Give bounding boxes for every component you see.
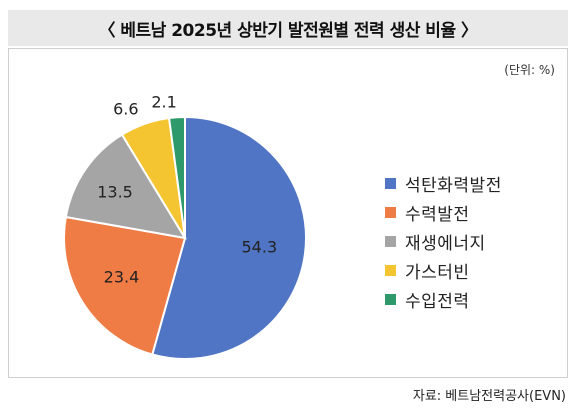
legend-swatch [385,294,396,305]
legend-label: 석탄화력발전 [405,176,502,196]
chart-area: (단위: %) 54.3 23.4 13.5 6.6 2.1 석탄화력발전 수력발전 재… [8,48,568,378]
source-note: 자료: 베트남전력공사(EVN) [412,389,566,404]
legend-item-import: 수입전력 [385,285,502,314]
legend-swatch [385,236,396,247]
data-label: 13.5 [97,182,133,201]
data-label: 6.6 [113,100,138,119]
legend: 석탄화력발전 수력발전 재생에너지 가스터빈 수입전력 [385,169,502,314]
legend-label: 가스터빈 [405,263,470,283]
chart-title: 〈 베트남 2025년 상반기 발전원별 전력 생산 비율 〉 [8,10,568,46]
data-label: 2.1 [151,92,176,111]
legend-swatch [385,178,396,189]
data-label: 54.3 [242,238,278,257]
slice-coal [151,115,307,360]
legend-label: 수력발전 [405,205,470,225]
legend-item-renewable: 재생에너지 [385,227,502,256]
legend-label: 재생에너지 [405,234,486,254]
legend-item-gas: 가스터빈 [385,256,502,285]
legend-label: 수입전력 [405,292,470,312]
unit-label: (단위: %) [504,63,555,77]
legend-swatch [385,265,396,276]
slice-renewable [64,133,188,240]
legend-swatch [385,207,396,218]
data-label: 23.4 [104,267,140,286]
pie-chart: 54.3 23.4 13.5 6.6 2.1 [63,92,307,360]
slice-import [167,115,186,239]
slice-hydro [63,215,187,356]
legend-item-hydro: 수력발전 [385,198,502,227]
legend-item-coal: 석탄화력발전 [385,169,502,198]
